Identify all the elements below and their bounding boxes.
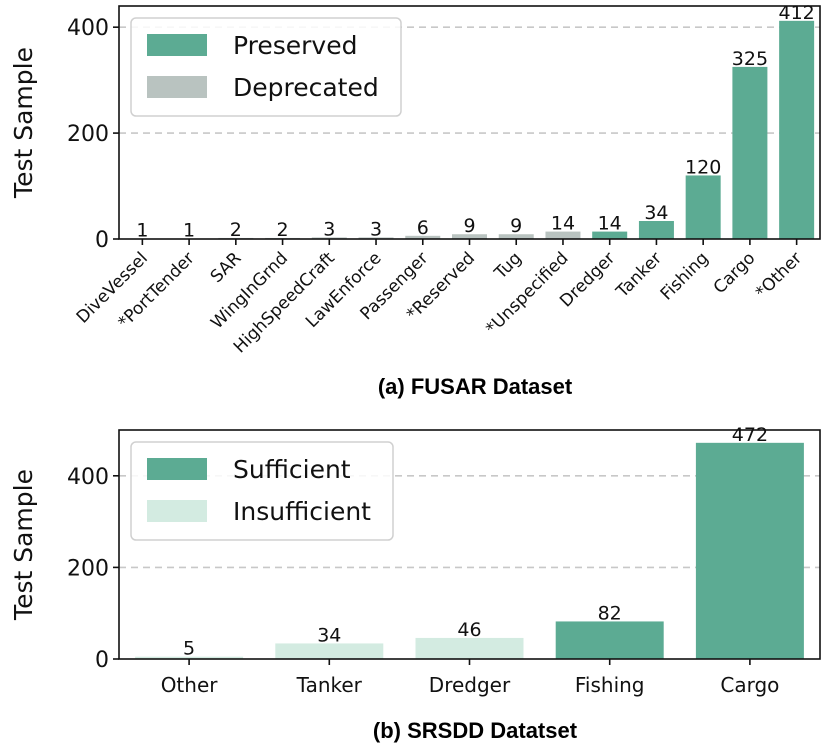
- fusar-data-label: 14: [598, 213, 622, 235]
- fusar-data-label: 2: [230, 219, 242, 241]
- fusar-bar: [498, 234, 534, 239]
- srsdd-bar: [415, 637, 524, 659]
- fusar-legend-swatch: [147, 34, 207, 56]
- fusar-data-label: 14: [551, 213, 575, 235]
- fusar-bar: [452, 234, 487, 239]
- fusar-x-tick-label: *Other: [752, 248, 806, 302]
- fusar-data-label: 6: [417, 217, 429, 239]
- srsdd-data-label: 472: [732, 424, 768, 446]
- fusar-data-label: 9: [463, 215, 475, 237]
- srsdd-x-tick-label: Other: [161, 673, 219, 697]
- srsdd-data-label: 34: [317, 624, 341, 646]
- srsdd-bar: [695, 442, 804, 659]
- fusar-x-tick-label: Fishing: [657, 248, 713, 304]
- srsdd-legend-label: Insufficient: [233, 497, 371, 526]
- fusar-y-axis-label: Test Sample: [9, 47, 38, 199]
- fusar-data-label: 9: [510, 215, 522, 237]
- fusar-data-label: 412: [779, 2, 815, 24]
- srsdd-bar: [555, 621, 664, 659]
- srsdd-y-tick-label: 0: [95, 648, 109, 673]
- srsdd-bar: [135, 656, 244, 659]
- fusar-x-tick-label: SAR: [207, 248, 246, 287]
- fusar-bar: [779, 20, 815, 240]
- fusar-x-tick-label: Tanker: [612, 248, 666, 302]
- fusar-data-label: 3: [323, 218, 335, 240]
- srsdd-y-axis-label: Test Sample: [9, 469, 38, 621]
- fusar-bar: [638, 220, 674, 239]
- srsdd-data-label: 82: [598, 602, 622, 624]
- srsdd-x-tick-label: Dredger: [429, 673, 511, 697]
- fusar-data-label: 2: [277, 219, 289, 241]
- srsdd-legend-swatch: [147, 500, 207, 522]
- fusar-data-label: 1: [136, 219, 148, 241]
- fusar-legend-swatch: [147, 76, 207, 98]
- chart-fusar: 1 1 2 2 3 3 6 9 9 14 14 34 120 325 412 0 200 400 Test Samp…: [9, 2, 821, 357]
- srsdd-bar: [275, 643, 384, 659]
- srsdd-legend-label: Sufficient: [233, 455, 351, 484]
- fusar-data-label: 3: [370, 218, 382, 240]
- fusar-x-tick-label: Tug: [490, 248, 526, 284]
- fusar-y-tick-label: 200: [67, 122, 109, 147]
- srsdd-y-tick-label: 200: [67, 556, 109, 581]
- srsdd-x-tick-label: Cargo: [720, 673, 779, 697]
- srsdd-legend-swatch: [147, 458, 207, 480]
- fusar-data-label: 120: [685, 156, 721, 178]
- fusar-y-tick-label: 400: [67, 16, 109, 41]
- fusar-bar: [685, 175, 721, 239]
- srsdd-y-tick-label: 400: [67, 465, 109, 490]
- fusar-bar: [592, 231, 628, 239]
- fusar-data-label: 34: [644, 202, 668, 224]
- srsdd-data-label: 5: [183, 638, 195, 660]
- fusar-bar: [405, 235, 441, 239]
- chart-fusar-title: (a) FUSAR Dataset: [378, 374, 573, 399]
- fusar-data-label: 325: [732, 48, 768, 70]
- srsdd-x-tick-label: Fishing: [575, 673, 645, 697]
- chart-srsdd: 5 34 46 82 472 0 200 400 Test Sample Other Tanker D…: [9, 424, 821, 697]
- fusar-x-tick-label: Cargo: [710, 248, 760, 298]
- srsdd-data-label: 46: [457, 619, 481, 641]
- fusar-legend-label: Deprecated: [233, 73, 379, 102]
- srsdd-x-tick-label: Tanker: [296, 673, 363, 697]
- chart-srsdd-title: (b) SRSDD Datatset: [373, 718, 578, 743]
- fusar-bar: [732, 66, 768, 239]
- fusar-data-label: 1: [183, 219, 195, 241]
- fusar-y-tick-label: 0: [95, 228, 109, 253]
- fusar-bar: [545, 231, 581, 239]
- fusar-legend-label: Preserved: [233, 31, 357, 60]
